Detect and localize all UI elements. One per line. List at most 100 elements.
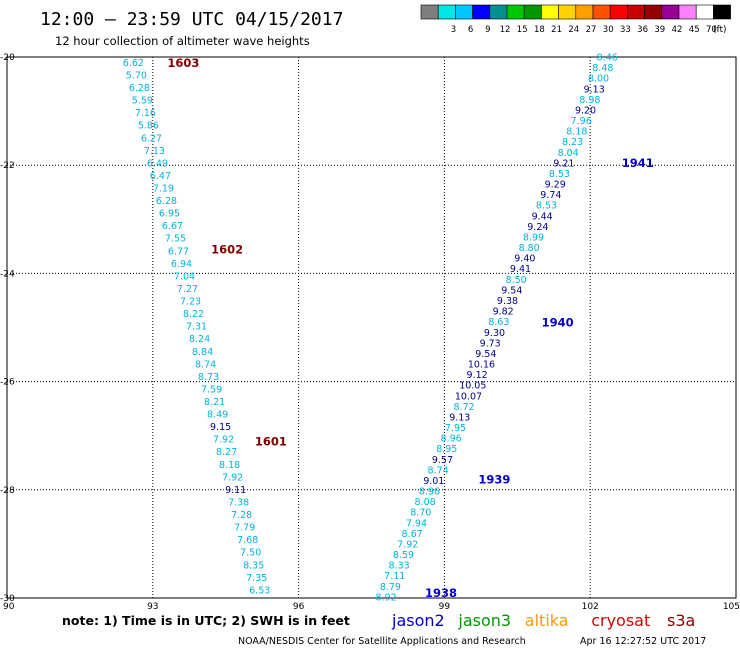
satellite-name: jason3 — [457, 611, 511, 630]
legend-tick-label: 15 — [517, 25, 528, 35]
wave-height-value: 7.13 — [144, 146, 165, 157]
legend-swatch — [575, 4, 594, 20]
legend-tick-label: 27 — [586, 25, 597, 35]
legend-tick-label: 21 — [551, 25, 562, 35]
legend-tick-label: 39 — [654, 25, 665, 35]
longitude-labels: 90 93 96 99 102 105 — [3, 602, 740, 612]
wave-height-value: 5.70 — [126, 70, 147, 81]
wave-height-value: 5.59 — [132, 96, 153, 107]
wave-height-value: 9.12 — [467, 370, 488, 381]
wave-height-value: 8.98 — [579, 95, 600, 106]
latitude-labels: -20 -22 -24 -26 -28 -30 — [0, 53, 15, 604]
wave-height-value: 6.28 — [156, 196, 177, 207]
legend-swatch — [420, 4, 439, 20]
wave-height-value: 7.68 — [237, 535, 258, 546]
wave-height-value: 8.67 — [402, 529, 423, 540]
legend-swatch — [592, 4, 611, 20]
pass-time-label: 1602 — [211, 243, 243, 257]
wave-height-value: 7.38 — [228, 497, 249, 508]
wave-height-value: 6.67 — [162, 221, 183, 232]
east-track: 8.468.488.009.138.989.207.968.188.238.04… — [376, 53, 654, 604]
wave-height-value: 7.31 — [186, 322, 207, 333]
wave-height-value: 8.70 — [410, 508, 431, 519]
wave-height-value: 9.40 — [514, 254, 535, 265]
longitude-label: 102 — [582, 602, 599, 612]
wave-height-value: 7.28 — [231, 510, 252, 521]
wave-height-value: 9.01 — [423, 476, 444, 487]
legend-swatch — [678, 4, 697, 20]
wave-height-value: 9.11 — [225, 485, 246, 496]
wave-height-value: 8.27 — [216, 447, 237, 458]
legend-tick-label: 6 — [468, 25, 473, 35]
wave-height-value: 8.24 — [189, 334, 210, 345]
legend-tick-label: 12 — [500, 25, 511, 35]
wave-height-value: 8.99 — [523, 232, 544, 243]
wave-height-value: 8.48 — [592, 63, 613, 74]
legend-swatch — [644, 4, 663, 20]
wave-height-value: 9.24 — [527, 222, 548, 233]
wave-height-value: 8.18 — [566, 127, 587, 138]
wave-height-value: 7.96 — [571, 116, 592, 127]
legend-swatch — [523, 4, 542, 20]
wave-height-value: 8.53 — [536, 201, 557, 212]
wave-height-value: 9.15 — [210, 422, 231, 433]
wave-height-value: 7.19 — [153, 183, 174, 194]
wave-height-value: 9.29 — [545, 180, 566, 191]
wave-height-value: 8.92 — [376, 592, 397, 603]
wave-height-value: 9.44 — [532, 211, 553, 222]
wave-height-value: 8.96 — [419, 487, 440, 498]
wave-height-value: 8.33 — [389, 561, 410, 572]
legend-swatch — [661, 4, 680, 20]
wave-height-value: 6.53 — [249, 585, 270, 596]
legend-tick-label: 36 — [637, 25, 648, 35]
wave-height-value: 5.86 — [138, 121, 159, 132]
legend-swatch — [455, 4, 473, 20]
longitude-label: 99 — [439, 602, 451, 612]
satellite-name: cryosat — [591, 611, 650, 630]
wave-height-value: 8.18 — [219, 460, 240, 471]
latitude-label: -22 — [0, 161, 15, 171]
wave-height-value: 9.54 — [475, 349, 496, 360]
legend-tick-label: 70 — [706, 25, 717, 35]
latitude-label: -28 — [0, 486, 15, 496]
color-legend: 3 6 9 12 15 18 21 24 27 30 33 36 39 42 45 70 — [420, 4, 731, 35]
wave-height-value: 9.13 — [449, 412, 470, 423]
wave-height-value: 9.13 — [584, 84, 605, 95]
wave-height-value: 6.62 — [123, 58, 144, 69]
wave-height-value: 8.63 — [488, 317, 509, 328]
wave-height-value: 8.53 — [549, 169, 570, 180]
wave-height-value: 10.07 — [455, 391, 482, 402]
legend-swatch — [713, 4, 731, 20]
wave-height-value: 8.96 — [441, 434, 462, 445]
wave-height-value: 8.46 — [597, 53, 618, 64]
wave-height-value: 7.55 — [165, 234, 186, 245]
wave-height-value: 6.94 — [171, 259, 192, 270]
map-frame — [6, 56, 737, 599]
legend-swatch — [506, 4, 525, 20]
wave-height-value: 8.79 — [380, 582, 401, 593]
wave-height-value: 9.30 — [484, 328, 505, 339]
pass-time-label: 1938 — [425, 586, 457, 600]
wave-height-value: 7.50 — [240, 548, 261, 559]
satellite-legend: jason2 jason3 altika cryosat s3a — [391, 611, 695, 630]
wave-height-value: 7.92 — [397, 539, 418, 550]
legend-unit: (ft) — [713, 25, 727, 35]
wave-height-value: 6.77 — [168, 246, 189, 257]
footer-credit: NOAA/NESDIS Center for Satellite Applica… — [238, 636, 526, 647]
legend-swatch — [609, 4, 628, 20]
wave-height-value: 7.23 — [180, 297, 201, 308]
wave-height-value: 6.27 — [141, 133, 162, 144]
wave-height-value: 7.16 — [135, 108, 156, 119]
wave-height-value: 8.22 — [183, 309, 204, 320]
satellite-name: altika — [525, 611, 569, 630]
latitude-label: -24 — [0, 269, 15, 279]
legend-tick-label: 9 — [485, 25, 490, 35]
legend-tick-label: 42 — [672, 25, 683, 35]
wave-height-value: 8.49 — [207, 410, 228, 421]
wave-height-value: 8.08 — [415, 497, 436, 508]
longitude-label: 93 — [147, 602, 158, 612]
pass-time-label: 1940 — [542, 316, 574, 330]
longitude-label: 105 — [723, 602, 740, 612]
chart-title: 12:00 – 23:59 UTC 04/15/2017 — [40, 9, 343, 30]
legend-swatch — [627, 4, 645, 20]
